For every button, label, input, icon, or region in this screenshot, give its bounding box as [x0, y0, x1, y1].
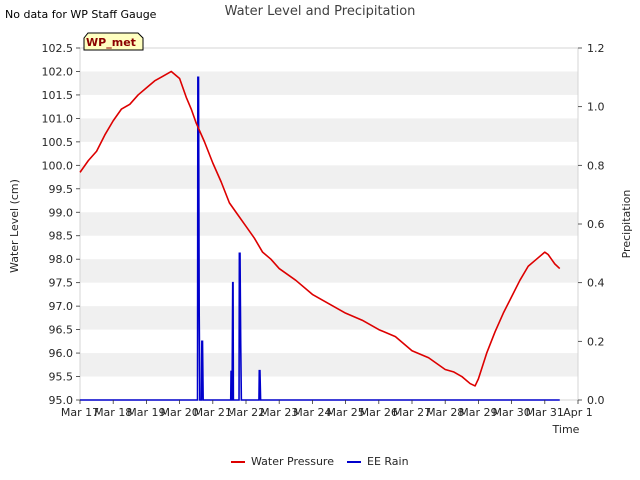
- x-tick-label: Mar 30: [492, 406, 530, 419]
- x-tick-label: Apr 1: [563, 406, 593, 419]
- background-band: [80, 212, 578, 236]
- y-tick-label: 96.5: [49, 324, 74, 337]
- y2-tick-label: 1.2: [587, 42, 605, 55]
- y2-tick-label: 0.4: [587, 277, 605, 290]
- y-tick-label: 96.0: [49, 347, 74, 360]
- y2-tick-label: 0.8: [587, 159, 605, 172]
- y-tick-label: 100.5: [42, 136, 74, 149]
- series-line-water-pressure: [79, 70, 561, 387]
- x-tick-label: Mar 29: [459, 406, 497, 419]
- x-tick-label: Mar 20: [160, 406, 198, 419]
- y-axis-left: 95.0 95.5 96.0 96.5 97.0 97.5 98.0 98.5 99.0 99.5…: [42, 42, 80, 407]
- background-band: [80, 71, 578, 95]
- y2-tick-label: 0.6: [587, 218, 605, 231]
- background-band: [80, 118, 578, 142]
- badge-shape: [83, 32, 144, 51]
- y-axis-right: 0.0 0.2 0.4 0.6 0.8 1.0 1.2: [578, 42, 605, 407]
- y-axis-label: Water Level (cm): [8, 179, 21, 273]
- y2-axis-label: Precipitation: [620, 190, 633, 259]
- y-tick-label: 95.5: [49, 371, 74, 384]
- no-data-note: No data for WP Staff Gauge: [5, 8, 157, 21]
- x-tick-label: Mar 27: [393, 406, 431, 419]
- wp-met-badge: WP_met: [83, 32, 144, 51]
- y-tick-label: 102.5: [42, 42, 74, 55]
- y-tick-label: 102.0: [42, 65, 74, 78]
- y-tick-label: 95.0: [49, 394, 74, 407]
- background-bands: [80, 71, 578, 377]
- legend: Water Pressure EE Rain: [231, 455, 409, 468]
- x-tick-label: Mar 21: [194, 406, 232, 419]
- y-tick-label: 101.0: [42, 112, 74, 125]
- y-tick-label: 97.5: [49, 277, 74, 290]
- chart-title: Water Level and Precipitation: [225, 4, 416, 19]
- x-tick-label: Mar 26: [360, 406, 398, 419]
- y2-tick-label: 0.2: [587, 335, 605, 348]
- y-tick-label: 98.0: [49, 253, 74, 266]
- y-tick-label: 100.0: [42, 159, 74, 172]
- background-band: [80, 306, 578, 330]
- background-band: [80, 353, 578, 377]
- ee-rain-layer: [80, 76, 560, 401]
- series-line-ee-rain: [80, 76, 560, 401]
- y-tick-label: 98.5: [49, 230, 74, 243]
- x-tick-label: Mar 23: [260, 406, 298, 419]
- x-tick-label: Mar 25: [326, 406, 364, 419]
- x-tick-label: Mar 18: [94, 406, 132, 419]
- x-tick-label: Mar 24: [293, 406, 331, 419]
- y-tick-label: 99.0: [49, 206, 74, 219]
- y-tick-label: 97.0: [49, 300, 74, 313]
- water-pressure-layer: [79, 70, 561, 387]
- y2-tick-label: 1.0: [587, 101, 605, 114]
- y-tick-label: 101.5: [42, 89, 74, 102]
- x-tick-label: Mar 31: [526, 406, 564, 419]
- x-tick-label: Mar 28: [426, 406, 464, 419]
- background-band: [80, 259, 578, 283]
- x-axis-label: Time: [552, 423, 580, 436]
- badge-label: WP_met: [86, 36, 136, 49]
- x-tick-label: Mar 17: [61, 406, 99, 419]
- y-tick-label: 99.5: [49, 183, 74, 196]
- x-tick-label: Mar 22: [227, 406, 265, 419]
- x-tick-label: Mar 19: [127, 406, 165, 419]
- y2-tick-label: 0.0: [587, 394, 605, 407]
- legend-label-ee-rain: EE Rain: [367, 455, 409, 468]
- background-band: [80, 165, 578, 189]
- legend-label-water-pressure: Water Pressure: [251, 455, 334, 468]
